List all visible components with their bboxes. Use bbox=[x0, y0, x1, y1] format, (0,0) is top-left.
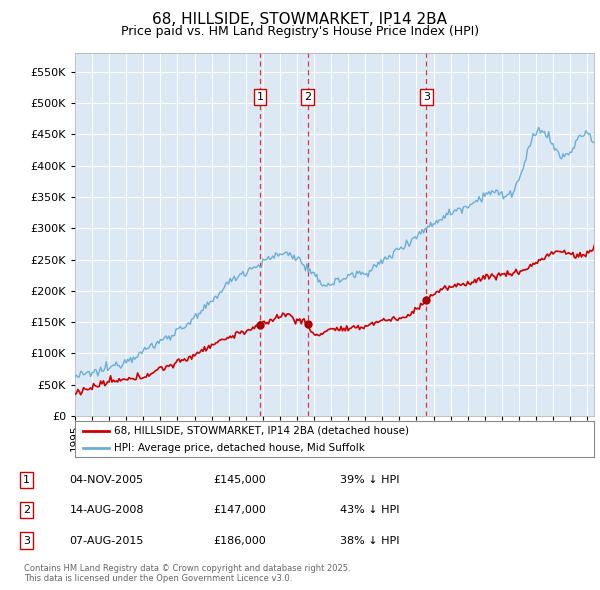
Text: Price paid vs. HM Land Registry's House Price Index (HPI): Price paid vs. HM Land Registry's House … bbox=[121, 25, 479, 38]
Text: HPI: Average price, detached house, Mid Suffolk: HPI: Average price, detached house, Mid … bbox=[114, 443, 365, 453]
Text: 04-NOV-2005: 04-NOV-2005 bbox=[70, 475, 144, 485]
Text: 39% ↓ HPI: 39% ↓ HPI bbox=[340, 475, 400, 485]
Text: Contains HM Land Registry data © Crown copyright and database right 2025.
This d: Contains HM Land Registry data © Crown c… bbox=[24, 563, 350, 583]
Text: £147,000: £147,000 bbox=[214, 506, 266, 515]
Text: 2: 2 bbox=[304, 92, 311, 102]
Text: £145,000: £145,000 bbox=[214, 475, 266, 485]
Text: 68, HILLSIDE, STOWMARKET, IP14 2BA (detached house): 68, HILLSIDE, STOWMARKET, IP14 2BA (deta… bbox=[114, 426, 409, 436]
Text: 2: 2 bbox=[23, 506, 30, 515]
Text: 43% ↓ HPI: 43% ↓ HPI bbox=[340, 506, 400, 515]
Text: 1: 1 bbox=[256, 92, 263, 102]
Text: 07-AUG-2015: 07-AUG-2015 bbox=[70, 536, 144, 546]
Text: 68, HILLSIDE, STOWMARKET, IP14 2BA: 68, HILLSIDE, STOWMARKET, IP14 2BA bbox=[152, 12, 448, 27]
Text: 1: 1 bbox=[23, 475, 30, 485]
Text: £186,000: £186,000 bbox=[214, 536, 266, 546]
Text: 3: 3 bbox=[423, 92, 430, 102]
Text: 38% ↓ HPI: 38% ↓ HPI bbox=[340, 536, 400, 546]
Text: 14-AUG-2008: 14-AUG-2008 bbox=[70, 506, 144, 515]
Text: 3: 3 bbox=[23, 536, 30, 546]
